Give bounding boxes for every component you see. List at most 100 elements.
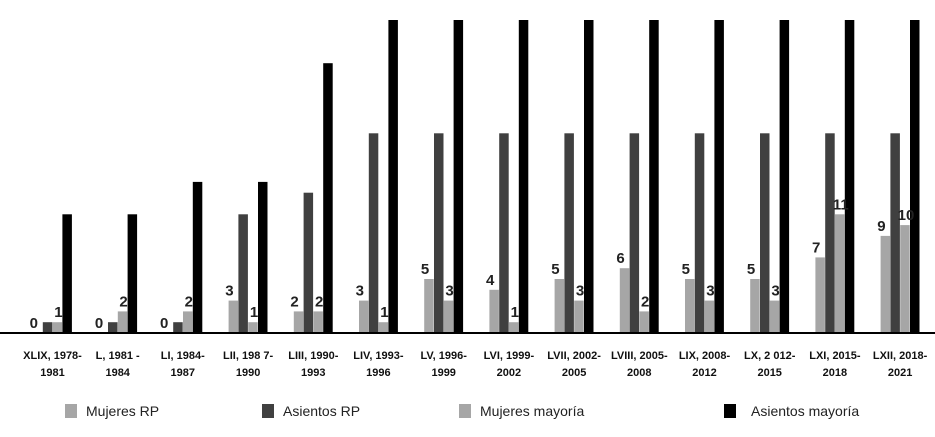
bar-asientos-rp-7 (499, 133, 509, 333)
bar-mujeres-mayoria-13 (900, 225, 910, 333)
x-tick-label-7-line-2: 2002 (497, 367, 521, 379)
data-label-mujeres-mayoria-8: 3 (576, 283, 584, 300)
data-label-mujeres-mayoria-11: 3 (771, 283, 779, 300)
data-label-mujeres-mayoria-7: 1 (511, 304, 519, 321)
x-tick-label-1-line-1: L, 1981 - (96, 350, 140, 362)
bar-asientos-rp-6 (434, 133, 444, 333)
legend-swatch-asientos-mayoria (724, 404, 736, 418)
x-tick-label-11-line-1: LX, 2 012- (744, 350, 796, 362)
x-tick-label-7-line-1: LVI, 1999- (484, 350, 535, 362)
data-label-mujeres-mayoria-5: 1 (380, 304, 388, 321)
data-label-mujeres-rp-0: 0 (30, 315, 38, 332)
bar-mujeres-rp-8 (554, 279, 565, 333)
x-tick-label-5-line-2: 1996 (366, 367, 390, 379)
bar-mujeres-mayoria-6 (443, 300, 454, 333)
x-tick-label-2-line-1: LI, 1984- (161, 350, 205, 362)
bar-asientos-mayoria-2 (192, 181, 203, 333)
x-tick-label-12-line-2: 2018 (823, 367, 847, 379)
x-tick-label-2-line-2: 1987 (171, 367, 195, 379)
data-label-mujeres-mayoria-2: 2 (185, 293, 193, 310)
legend-swatch-mujeres-mayoria (459, 404, 471, 418)
bar-asientos-mayoria-5 (388, 20, 398, 333)
x-tick-label-6-line-1: LV, 1996- (420, 350, 467, 362)
legend-label-asientos-mayoria: Asientos mayoría (751, 403, 859, 419)
data-label-mujeres-rp-5: 3 (356, 283, 364, 300)
bar-mujeres-mayoria-9 (639, 311, 649, 333)
x-tick-label-10-line-2: 2012 (692, 367, 716, 379)
data-label-mujeres-rp-9: 6 (616, 250, 624, 267)
bar-mujeres-rp-12 (815, 257, 825, 333)
bar-asientos-rp-11 (760, 133, 770, 333)
data-label-mujeres-rp-6: 5 (421, 261, 429, 278)
bar-asientos-rp-10 (694, 133, 705, 333)
bar-asientos-rp-1 (108, 322, 118, 333)
x-tick-label-4-line-1: LIII, 1990- (288, 350, 338, 362)
x-tick-labels-group: XLIX, 1978- 1981 L, 1981 - 1984 LI, 1984- 198… (23, 350, 927, 379)
data-label-mujeres-rp-2: 0 (160, 315, 168, 332)
data-label-mujeres-rp-1: 0 (95, 315, 103, 332)
data-label-mujeres-mayoria-10: 3 (706, 283, 714, 300)
bar-mujeres-mayoria-5 (378, 322, 389, 333)
x-tick-label-10-line-1: LIX, 2008- (679, 350, 731, 362)
bar-asientos-mayoria-9 (649, 20, 659, 333)
data-label-mujeres-mayoria-4: 2 (315, 293, 323, 310)
bar-asientos-mayoria-1 (127, 214, 138, 333)
bar-asientos-mayoria-8 (584, 20, 594, 333)
data-label-mujeres-rp-8: 5 (551, 261, 559, 278)
bar-mujeres-rp-7 (489, 289, 499, 333)
bar-asientos-mayoria-12 (844, 20, 855, 333)
data-label-mujeres-rp-4: 2 (290, 293, 298, 310)
bar-mujeres-mayoria-4 (313, 311, 323, 333)
bar-asientos-mayoria-11 (779, 20, 790, 333)
bar-mujeres-mayoria-2 (183, 311, 193, 333)
bar-asientos-mayoria-10 (714, 20, 724, 333)
x-tick-label-3-line-1: LII, 198 7- (223, 350, 273, 362)
bar-asientos-rp-8 (564, 133, 574, 333)
x-tick-label-0-line-2: 1981 (40, 367, 64, 379)
bar-asientos-mayoria-7 (518, 20, 529, 333)
bar-asientos-rp-3 (238, 214, 248, 333)
legend: Mujeres RP Asientos RP Mujeres mayoría A… (65, 403, 859, 419)
data-label-mujeres-rp-7: 4 (486, 272, 495, 289)
bar-asientos-rp-0 (42, 322, 53, 333)
bar-asientos-rp-13 (890, 133, 900, 333)
bar-asientos-rp-12 (825, 133, 835, 333)
bar-mujeres-mayoria-8 (574, 300, 584, 333)
data-label-mujeres-mayoria-9: 2 (641, 293, 649, 310)
x-tick-label-4-line-2: 1993 (301, 367, 325, 379)
data-label-mujeres-mayoria-12: 11 (833, 196, 849, 213)
x-tick-label-13-line-2: 2021 (888, 367, 912, 379)
bar-asientos-mayoria-3 (258, 181, 268, 333)
data-label-mujeres-mayoria-13: 10 (898, 207, 915, 224)
bar-mujeres-rp-11 (750, 279, 760, 333)
bar-mujeres-rp-9 (619, 268, 630, 333)
data-label-mujeres-rp-3: 3 (225, 283, 233, 300)
data-label-mujeres-mayoria-6: 3 (445, 283, 453, 300)
x-tick-label-12-line-1: LXI, 2015- (809, 350, 861, 362)
x-tick-label-13-line-1: LXII, 2018- (873, 350, 928, 362)
bar-asientos-mayoria-13 (910, 20, 920, 333)
bar-mujeres-mayoria-3 (248, 322, 258, 333)
data-label-mujeres-rp-12: 7 (812, 239, 820, 256)
bar-mujeres-rp-13 (880, 235, 891, 333)
bar-asientos-rp-4 (303, 192, 314, 333)
bar-asientos-mayoria-4 (323, 63, 333, 333)
bar-mujeres-rp-3 (228, 300, 239, 333)
bars-group (42, 20, 920, 333)
bar-mujeres-mayoria-1 (117, 311, 128, 333)
x-tick-label-8-line-2: 2005 (562, 367, 586, 379)
bar-mujeres-mayoria-11 (769, 300, 780, 333)
bar-mujeres-rp-6 (424, 279, 434, 333)
data-label-mujeres-mayoria-0: 1 (54, 304, 62, 321)
bar-mujeres-mayoria-10 (704, 300, 715, 333)
data-label-mujeres-rp-10: 5 (682, 261, 690, 278)
bar-asientos-mayoria-0 (62, 214, 72, 333)
bar-mujeres-rp-5 (359, 300, 369, 333)
legend-swatch-mujeres-rp (65, 404, 77, 418)
legend-label-asientos-rp: Asientos RP (283, 403, 360, 419)
bar-mujeres-rp-4 (293, 311, 304, 333)
x-tick-label-9-line-2: 2008 (627, 367, 651, 379)
bar-mujeres-rp-10 (685, 279, 695, 333)
x-tick-label-11-line-2: 2015 (757, 367, 781, 379)
